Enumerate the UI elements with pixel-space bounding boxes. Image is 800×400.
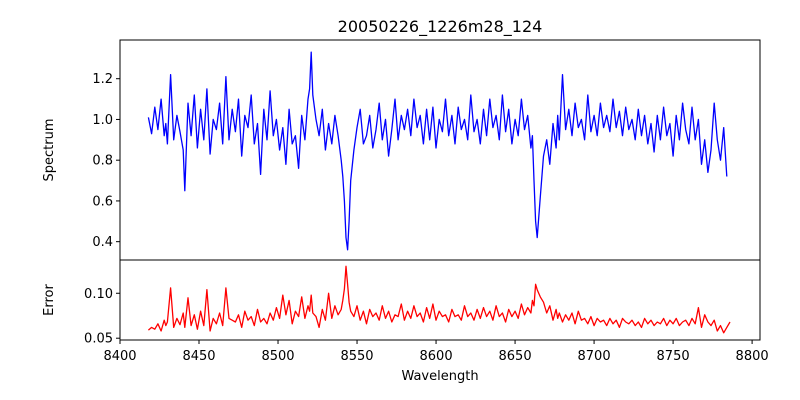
spectrum-y-tick-label: 1.2 <box>92 72 113 87</box>
spectrum-y-tick-label: 1.0 <box>92 113 113 128</box>
error-series-line <box>147 265 731 334</box>
x-tick-label: 8750 <box>657 349 690 364</box>
plot-layer: 0.4 0.6 0.8 1.0 1.2 0.05 0.10 8400 8450 8500 8550 8… <box>84 39 769 364</box>
x-tick-label: 8400 <box>103 349 136 364</box>
error-y-axis-label: Error <box>42 284 57 316</box>
x-tick-label: 8550 <box>340 349 373 364</box>
x-tick-label: 8600 <box>420 349 453 364</box>
spectrum-series-line <box>147 51 728 251</box>
spectrum-y-tick-label: 0.4 <box>92 235 113 250</box>
x-tick-label: 8500 <box>261 349 294 364</box>
error-y-tick-label: 0.05 <box>84 332 113 347</box>
error-y-tick-label: 0.10 <box>84 287 113 302</box>
error-axes-frame <box>119 259 761 341</box>
x-tick-label: 8800 <box>736 349 769 364</box>
x-tick-label: 8700 <box>578 349 611 364</box>
chart-title: 20050226_1226m28_124 <box>338 17 543 37</box>
x-tick-label: 8450 <box>182 349 215 364</box>
x-tick-label: 8650 <box>499 349 532 364</box>
spectrum-y-axis-label: Spectrum <box>42 119 57 182</box>
spectrum-y-tick-label: 0.8 <box>92 154 113 169</box>
spectrum-axes-frame <box>119 39 761 261</box>
spectrum-y-tick-label: 0.6 <box>92 194 113 209</box>
x-axis-label: Wavelength <box>401 369 478 384</box>
